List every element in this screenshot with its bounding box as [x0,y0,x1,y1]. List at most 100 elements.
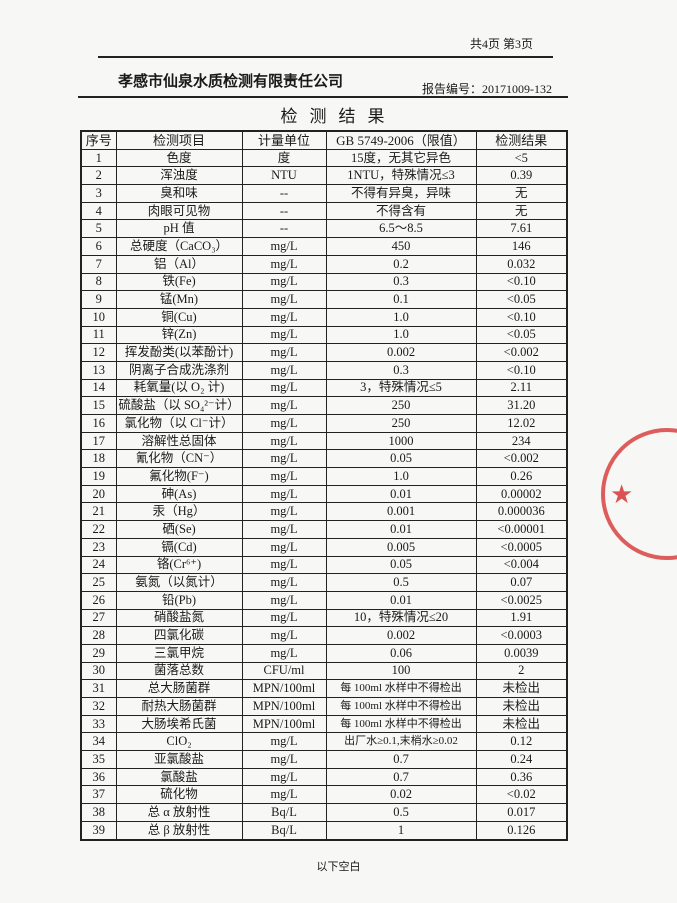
cell-item: 挥发酚类(以苯酚计) [115,343,243,362]
cell-limit: 250 [325,396,477,415]
cell-limit: 0.01 [325,484,477,504]
cell-result: <0.05 [475,290,568,309]
cell-unit: CFU/ml [241,661,327,681]
cell-unit: mg/L [241,537,327,557]
cell-unit: mg/L [241,467,327,486]
cell-unit: mg/L [241,626,327,645]
cell-result: 2 [475,661,568,681]
cell-unit: mg/L [241,343,327,362]
cell-result: 未检出 [475,714,568,734]
cell-no: 27 [80,608,117,628]
cell-result: 0.017 [475,803,568,822]
cell-limit: 6.5～8.5 [325,219,477,239]
cell-item: 总 β 放射性 [115,820,243,841]
table-row: 31 总大肠菌群 MPN/100ml 每 100ml 水样中不得检出 未检出 [80,679,568,698]
table-row: 20 砷(As) mg/L 0.01 0.00002 [80,484,568,504]
table-row: 28 四氯化碳 mg/L 0.002 <0.0003 [80,626,568,645]
cell-limit: 15度，无其它异色 [325,148,477,168]
cell-no: 9 [80,290,117,309]
cell-item: 色度 [115,148,243,168]
cell-result: 0.12 [475,732,568,752]
cell-item: 铜(Cu) [115,307,243,327]
table-row: 4 肉眼可见物 -- 不得含有无 [80,201,568,221]
cell-limit: 每 100ml 水样中不得检出 [325,679,477,698]
cell-result: 无 [475,184,568,203]
cell-limit: 0.7 [325,750,477,769]
cell-no: 23 [80,537,117,557]
table-row: 26 铅(Pb) mg/L 0.01 <0.0025 [80,590,568,610]
cell-result: <0.02 [475,785,568,805]
cell-limit: 0.002 [325,343,477,362]
cell-unit: mg/L [241,325,327,345]
stamp-star-icon: ★ [610,480,633,509]
cell-unit: mg/L [241,767,327,787]
cell-no: 17 [80,431,117,451]
cell-limit: 0.05 [325,449,477,469]
cell-unit: MPN/100ml [241,714,327,734]
cell-no: 21 [80,502,117,522]
cell-result: 0.00002 [475,484,568,504]
cell-result: <0.05 [475,325,568,345]
cell-limit: 10，特殊情况≤20 [325,608,477,628]
cell-item: 氨氮（以氮计） [115,573,243,592]
cell-no: 31 [80,679,117,698]
cell-limit: 每 100ml 水样中不得检出 [325,697,477,716]
cell-limit: 0.06 [325,643,477,663]
cell-unit: mg/L [241,484,327,504]
page-info: 共4页 第3页 [470,37,534,51]
cell-no: 5 [80,219,117,239]
cell-limit: 0.001 [325,502,477,522]
cell-item: 溶解性总固体 [115,431,243,451]
cell-no: 14 [80,378,117,398]
cell-item: 铁(Fe) [115,272,243,292]
cell-no: 1 [80,148,117,168]
cell-limit: 0.01 [325,520,477,539]
table-body: 1 色度度 15度，无其它异色 <5 2 浑浊度 NTU 1NTU，特殊情况≤3 0.39 3 臭和… [80,148,568,841]
cell-no: 37 [80,785,117,805]
cell-result: 0.39 [475,166,568,186]
cell-item: 大肠埃希氏菌 [115,714,243,734]
cell-no: 35 [80,750,117,769]
cell-unit: mg/L [241,502,327,522]
cell-result: 31.20 [475,396,568,415]
cell-unit: -- [241,201,327,221]
cell-item: pH 值 [115,219,243,239]
cell-limit: 1.0 [325,307,477,327]
cell-unit: mg/L [241,378,327,398]
table-row: 30 菌落总数 CFU/ml 100 2 [80,661,568,681]
cell-no: 15 [80,396,117,415]
cell-item: 肉眼可见物 [115,201,243,221]
cell-item: 锰(Mn) [115,290,243,309]
cell-result: <0.004 [475,555,568,575]
cell-item: 耐热大肠菌群 [115,697,243,716]
cell-unit: mg/L [241,520,327,539]
cell-no: 16 [80,414,117,433]
table-row: 36 氯酸盐 mg/L 0.7 0.36 [80,767,568,787]
cell-result: <0.10 [475,272,568,292]
cell-limit: 不得有异臭，异味 [325,184,477,203]
cell-result: 234 [475,431,568,451]
cell-result: <0.0005 [475,537,568,557]
table-row: 9 锰(Mn) mg/L 0.1 <0.05 [80,290,568,309]
cell-result: <0.10 [475,307,568,327]
cell-item: 硝酸盐氮 [115,608,243,628]
cell-result: <0.10 [475,360,568,380]
table-row: 17 溶解性总固体 mg/L 1000 234 [80,431,568,451]
table-row: 32 耐热大肠菌群 MPN/100ml 每 100ml 水样中不得检出 未检出 [80,697,568,716]
cell-no: 34 [80,732,117,752]
cell-result: 7.61 [475,219,568,239]
official-stamp: ★ [601,428,677,560]
cell-unit: mg/L [241,431,327,451]
table-row: 11 锌(Zn) mg/L 1.0 <0.05 [80,325,568,345]
cell-limit: 100 [325,661,477,681]
cell-limit: 0.7 [325,767,477,787]
cell-limit: 250 [325,414,477,433]
cell-no: 10 [80,307,117,327]
table-row: 14 耗氧量(以 O₂ 计) mg/L 3，特殊情况≤5 2.11 [80,378,568,398]
table-row: 38 总 α 放射性 Bq/L 0.5 0.017 [80,803,568,822]
cell-item: 硒(Se) [115,520,243,539]
cell-limit: 0.5 [325,573,477,592]
cell-no: 26 [80,590,117,610]
cell-limit: 0.002 [325,626,477,645]
header-rule [78,96,568,98]
